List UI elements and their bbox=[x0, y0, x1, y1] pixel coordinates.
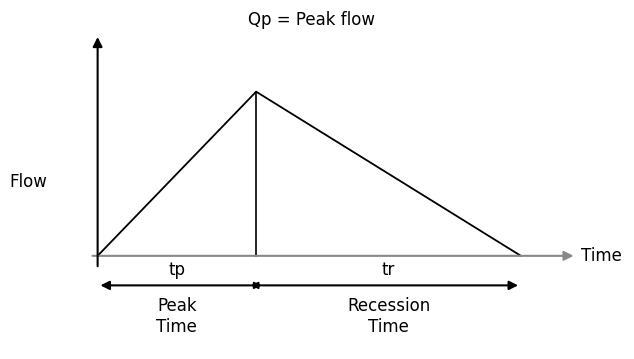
Text: tp: tp bbox=[169, 261, 185, 279]
Text: Peak
Time: Peak Time bbox=[157, 297, 197, 336]
Text: Flow: Flow bbox=[9, 173, 47, 191]
Text: tr: tr bbox=[382, 261, 395, 279]
Text: Qp = Peak flow: Qp = Peak flow bbox=[248, 11, 375, 29]
Text: Recession
Time: Recession Time bbox=[347, 297, 430, 336]
Text: Time: Time bbox=[581, 247, 622, 265]
